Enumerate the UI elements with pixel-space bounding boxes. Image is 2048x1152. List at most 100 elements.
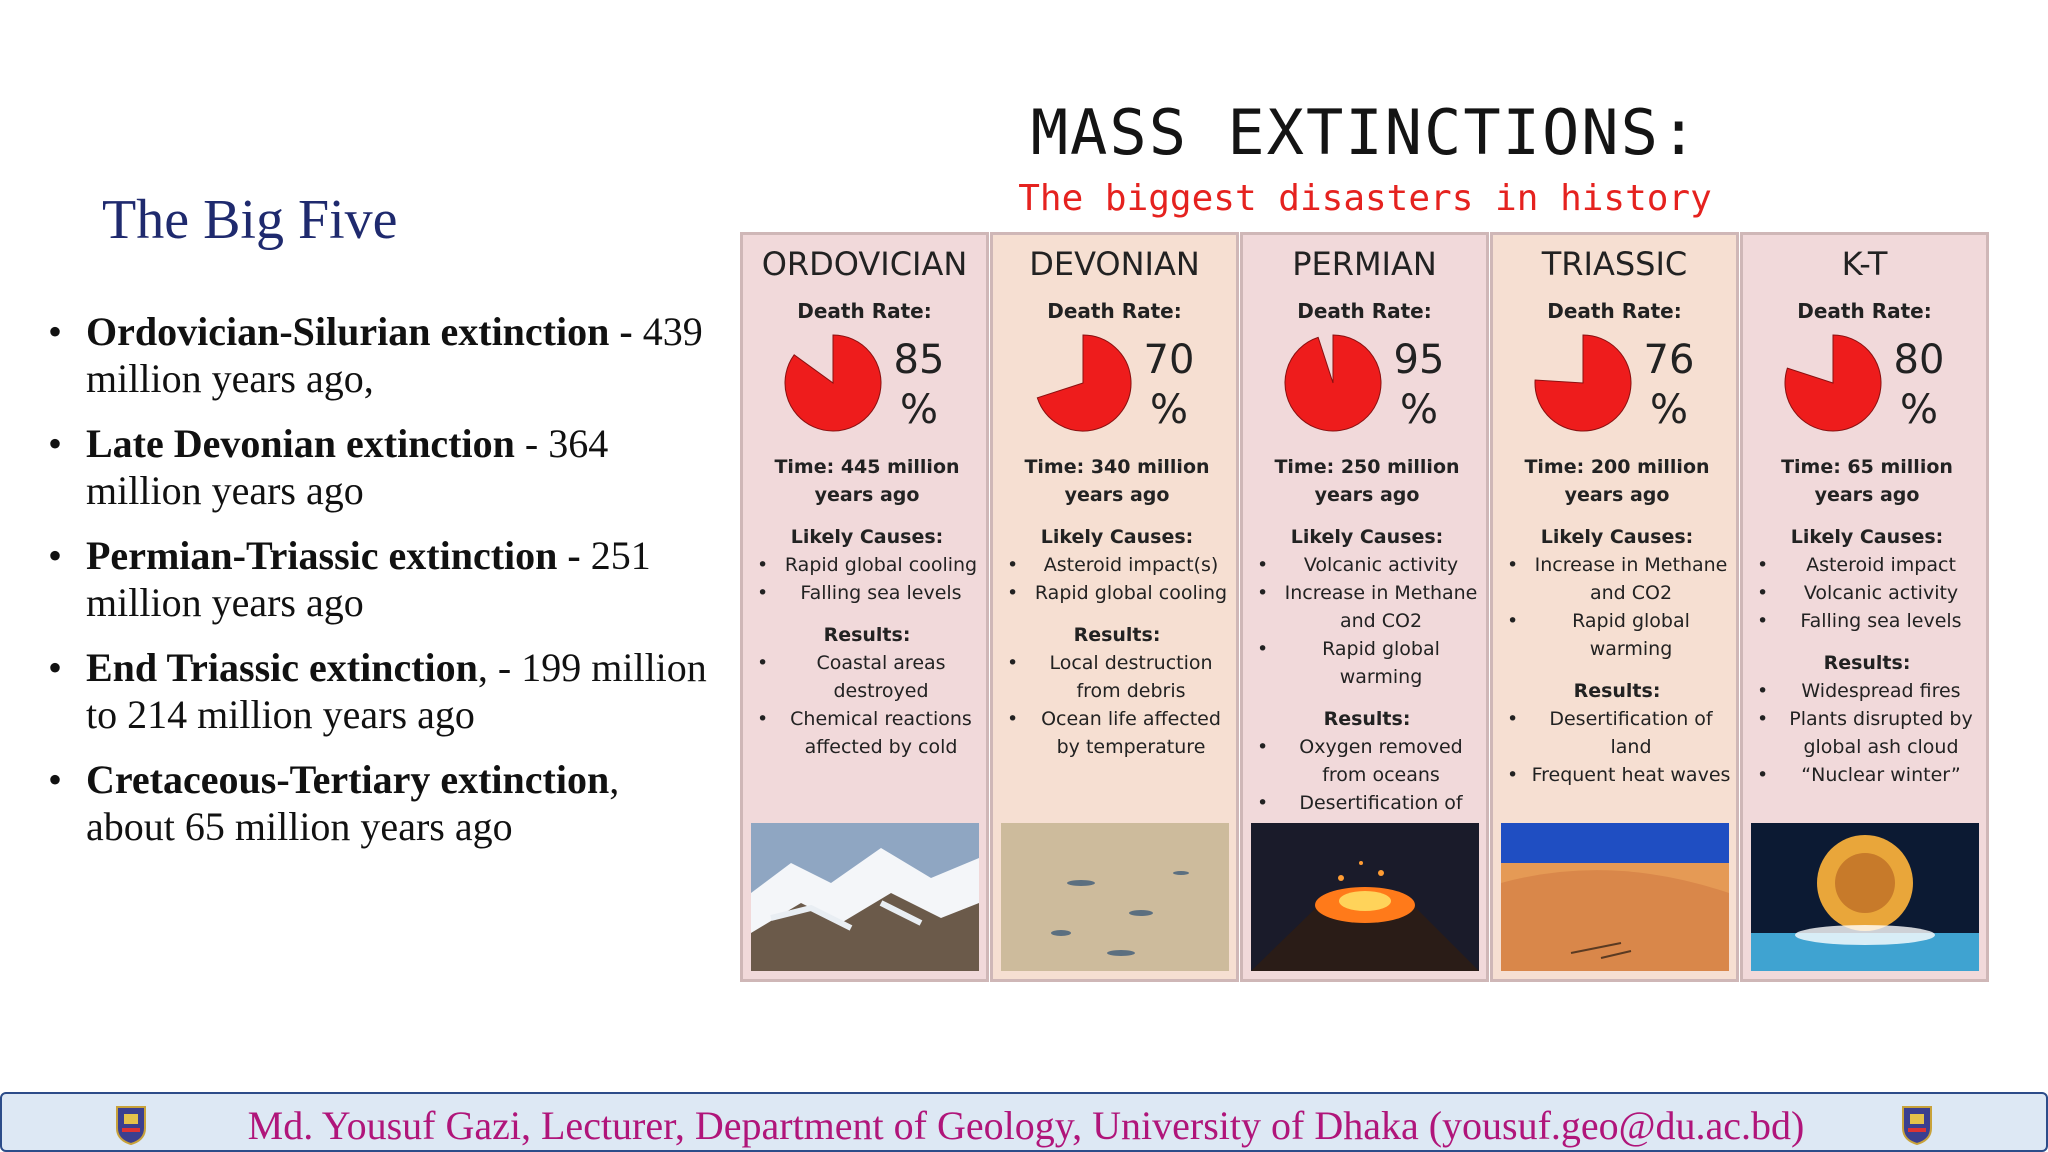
percent-sign: % (1899, 387, 1938, 433)
cause-item: Rapid global cooling (751, 551, 983, 579)
death-rate-percent: 76% (1639, 335, 1699, 435)
extinction-list-item: • End Triassic extinction, - 199 million … (48, 644, 718, 738)
bullet-icon: • (48, 421, 63, 466)
sandy-seafloor-photo (1001, 823, 1229, 971)
desert-dunes-photo (1501, 823, 1729, 971)
result-item: Frequent heat waves (1501, 761, 1733, 789)
causes-list: Volcanic activityIncrease in Methane and… (1251, 551, 1483, 691)
bullet-icon: • (48, 309, 63, 354)
death-rate-number: 80 (1893, 337, 1945, 383)
results-list: Widespread firesPlants disrupted by glob… (1751, 677, 1983, 789)
percent-sign: % (1399, 387, 1438, 433)
time-label: Time: 200 million years ago (1524, 456, 1710, 506)
extinction-panel-ordovician: ORDOVICIAN Death Rate: 85% Time: 445 millio… (740, 232, 989, 982)
cause-item: Volcanic activity (1251, 551, 1483, 579)
causes-list: Rapid global coolingFalling sea levels (751, 551, 983, 607)
death-rate-percent: 80% (1889, 335, 1949, 435)
percent-sign: % (1149, 387, 1188, 433)
time-label: Time: 340 million years ago (1024, 456, 1210, 506)
panel-details: Time: 250 million years ago Likely Causes… (1251, 453, 1483, 859)
cause-item: Asteroid impact(s) (1001, 551, 1233, 579)
death-rate-pie (1784, 334, 1882, 432)
results-list: Desertification of landFrequent heat wav… (1501, 705, 1733, 789)
panel-details: Time: 340 million years ago Likely Causes… (1001, 453, 1233, 775)
causes-list: Increase in Methane and CO2Rapid global … (1501, 551, 1733, 663)
extinction-date: , about 65 million years ago (86, 757, 620, 849)
causes-list: Asteroid impactVolcanic activityFalling … (1751, 551, 1983, 635)
death-rate-number: 70 (1143, 337, 1195, 383)
death-rate-pie (784, 334, 882, 432)
death-rate-label: Death Rate: (797, 299, 932, 323)
university-crest-icon (116, 1106, 146, 1146)
extinction-panel-triassic: TRIASSIC Death Rate: 76% Time: 200 million … (1490, 232, 1739, 982)
cause-item: Increase in Methane and CO2 (1501, 551, 1733, 607)
causes-heading: Likely Causes: (1540, 526, 1694, 548)
extinction-name: Ordovician-Silurian extinction - (86, 309, 633, 354)
extinction-list: • Ordovician-Silurian extinction - 439 mi… (48, 308, 718, 868)
death-rate-pie (1534, 334, 1632, 432)
time-label: Time: 65 million years ago (1781, 456, 1953, 506)
cause-item: Falling sea levels (1751, 607, 1983, 635)
extinction-date: - 364 million years ago (86, 421, 609, 513)
result-item: Ocean life affected by temperature (1001, 705, 1233, 761)
death-rate-number: 85 (893, 337, 945, 383)
death-rate-slice (784, 334, 882, 432)
causes-heading: Likely Causes: (1290, 526, 1444, 548)
erupting-volcano-photo (1251, 823, 1479, 971)
extinction-panels: ORDOVICIAN Death Rate: 85% Time: 445 millio… (740, 232, 1990, 1072)
extinction-panel-permian: PERMIAN Death Rate: 95% Time: 250 million y… (1240, 232, 1489, 982)
death-rate-percent: 95% (1389, 335, 1449, 435)
infographic-subtitle: The biggest disasters in history (1018, 178, 1712, 219)
death-rate-label: Death Rate: (1297, 299, 1432, 323)
extinction-list-item: • Cretaceous-Tertiary extinction, about 6… (48, 756, 718, 850)
death-rate-percent: 70% (1139, 335, 1199, 435)
extinction-panel-k-t: K-T Death Rate: 80% Time: 65 million years … (1740, 232, 1989, 982)
causes-heading: Likely Causes: (790, 526, 944, 548)
cause-item: Falling sea levels (751, 579, 983, 607)
results-heading: Results: (1823, 652, 1911, 674)
time-label: Time: 445 million years ago (774, 456, 960, 506)
result-item: Widespread fires (1751, 677, 1983, 705)
result-item: Chemical reactions affected by cold (751, 705, 983, 761)
bullet-icon: • (48, 757, 63, 802)
results-list: Local destruction from debrisOcean life … (1001, 649, 1233, 761)
death-rate-label: Death Rate: (1047, 299, 1182, 323)
result-item: Oxygen removed from oceans (1251, 733, 1483, 789)
death-rate-slice (1284, 334, 1382, 432)
snowy-mountains-photo (751, 823, 979, 971)
percent-sign: % (1649, 387, 1688, 433)
death-rate-slice (1534, 334, 1632, 432)
death-rate-pie (1036, 334, 1132, 432)
result-item: Desertification of land (1501, 705, 1733, 761)
result-item: Plants disrupted by global ash cloud (1751, 705, 1983, 761)
results-heading: Results: (1073, 624, 1161, 646)
death-rate-number: 95 (1393, 337, 1445, 383)
footer-bar: Md. Yousuf Gazi, Lecturer, Department of… (0, 1092, 2048, 1152)
death-rate-percent: 85% (889, 335, 949, 435)
cause-item: Rapid global warming (1501, 607, 1733, 663)
bullet-icon: • (48, 533, 63, 578)
cause-item: Volcanic activity (1751, 579, 1983, 607)
death-rate-label: Death Rate: (1547, 299, 1682, 323)
death-rate-label: Death Rate: (1797, 299, 1932, 323)
causes-heading: Likely Causes: (1040, 526, 1194, 548)
panel-details: Time: 200 million years ago Likely Causes… (1501, 453, 1733, 803)
university-crest-icon (1902, 1106, 1932, 1146)
extinction-list-item: • Late Devonian extinction - 364 million … (48, 420, 718, 514)
panel-title: ORDOVICIAN (761, 245, 968, 283)
death-rate-slice (1784, 334, 1882, 432)
panel-title: DEVONIAN (1029, 245, 1200, 283)
cause-item: Asteroid impact (1751, 551, 1983, 579)
result-item: Local destruction from debris (1001, 649, 1233, 705)
extinction-name: Cretaceous-Tertiary extinction (86, 757, 610, 802)
causes-list: Asteroid impact(s)Rapid global cooling (1001, 551, 1233, 607)
asteroid-impact-photo (1751, 823, 1979, 971)
extinction-list-item: • Permian-Triassic extinction - 251 milli… (48, 532, 718, 626)
bullet-icon: • (48, 645, 63, 690)
extinction-date: , - 199 million to 214 million years ago (86, 645, 707, 737)
extinction-name: Permian-Triassic extinction - (86, 533, 581, 578)
mass-extinctions-infographic: MASS EXTINCTIONS: The biggest disasters … (740, 90, 1990, 990)
causes-heading: Likely Causes: (1790, 526, 1944, 548)
death-rate-number: 76 (1643, 337, 1695, 383)
extinction-panel-devonian: DEVONIAN Death Rate: 70% Time: 340 million … (990, 232, 1239, 982)
